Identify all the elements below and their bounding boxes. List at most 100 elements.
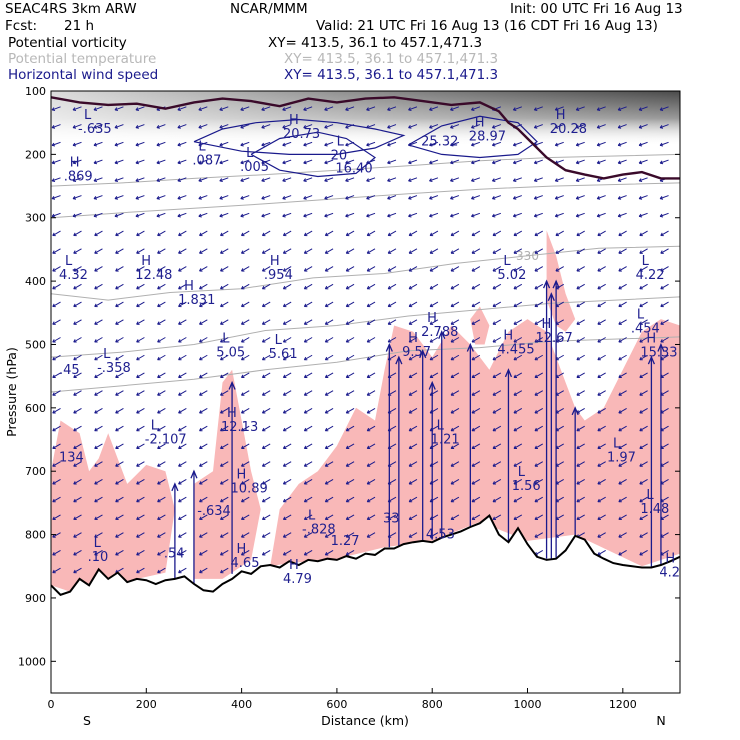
wind-vector-head — [178, 534, 182, 538]
wind-vector-head — [387, 195, 391, 200]
wind-vector-head — [282, 481, 287, 485]
wind-vector — [261, 106, 271, 111]
wind-vector — [262, 425, 271, 432]
wind-vector — [177, 177, 187, 182]
wind-vector-head — [220, 481, 224, 485]
wind-vector — [408, 159, 418, 164]
updraft-arrow-head — [571, 406, 579, 416]
wind-vector-head — [618, 463, 622, 467]
wind-vector-head — [366, 213, 370, 218]
wind-vector-head — [345, 516, 350, 520]
extremum-marker: L — [646, 488, 654, 503]
wind-vector-head — [136, 250, 140, 254]
wind-vector — [241, 514, 250, 520]
wind-vector — [241, 408, 250, 414]
wind-vector-head — [512, 142, 517, 147]
wind-vector-head — [429, 356, 434, 361]
wind-vector-head — [282, 339, 287, 343]
wind-vector — [93, 106, 103, 111]
wind-vector — [408, 124, 418, 129]
wind-vector — [513, 425, 523, 432]
wind-vector-head — [513, 498, 518, 503]
wind-vector — [638, 177, 648, 182]
wind-vector — [199, 230, 208, 236]
wind-vector-head — [576, 321, 580, 325]
wind-vector-head — [94, 445, 98, 450]
wind-vector-head — [387, 250, 392, 254]
wind-vector-head — [387, 339, 392, 343]
wind-vector-head — [617, 213, 622, 218]
wind-vector — [73, 443, 82, 449]
extremum-marker: L — [337, 135, 345, 150]
wind-vector-head — [575, 213, 580, 218]
wind-vector — [492, 141, 502, 146]
wind-vector-head — [261, 268, 266, 272]
wind-vector — [660, 337, 669, 343]
wind-vector-head — [93, 178, 98, 182]
wind-vector — [660, 496, 669, 503]
wind-vector-head — [450, 392, 455, 396]
wind-vector — [492, 212, 502, 217]
wind-vector — [93, 212, 103, 217]
wind-vector — [366, 177, 376, 182]
wind-vector-head — [597, 392, 601, 396]
wind-vector-head — [282, 410, 287, 414]
wind-vector — [366, 212, 376, 217]
theta-contour — [51, 245, 680, 301]
extremum-marker: H — [227, 406, 237, 421]
wind-vector — [94, 514, 103, 520]
wind-vector — [304, 461, 313, 467]
extremum-marker: H — [427, 311, 437, 326]
wind-vector — [429, 532, 439, 538]
wind-vector-head — [639, 374, 643, 379]
extremum-value: 4.32 — [59, 268, 88, 283]
wind-vector — [283, 266, 292, 272]
wind-vector — [576, 443, 585, 449]
wind-vector-head — [618, 285, 622, 290]
wind-vector-head — [178, 569, 182, 574]
wind-vector-head — [52, 410, 56, 414]
wind-vector-head — [94, 463, 98, 467]
wind-vector-head — [240, 321, 245, 325]
wind-vector — [555, 408, 564, 414]
wind-vector — [534, 443, 544, 449]
wind-vector-head — [136, 268, 140, 272]
wind-vector — [346, 390, 355, 396]
wind-vector — [157, 496, 166, 503]
extremum-marker: H — [141, 254, 151, 269]
wind-vector — [618, 479, 627, 485]
wind-vector — [262, 266, 271, 272]
wind-vector-head — [576, 268, 580, 272]
wind-vector — [576, 372, 585, 378]
wind-vector — [659, 159, 669, 164]
extremum-value: 134 — [59, 450, 84, 465]
x-tick-label: 1000 — [514, 698, 542, 711]
wind-vector-head — [303, 392, 308, 396]
wind-vector — [387, 212, 397, 217]
wind-vector — [618, 124, 627, 129]
wind-vector — [346, 354, 355, 361]
extremum-value: .869 — [64, 170, 93, 185]
wind-speed-contour — [250, 131, 377, 178]
wind-vector — [94, 549, 103, 556]
wind-vector — [303, 212, 313, 217]
wind-vector-head — [93, 107, 98, 111]
wind-vector — [73, 461, 82, 467]
wind-vector-head — [408, 481, 413, 485]
wind-vector — [471, 319, 481, 325]
wind-vector-head — [51, 107, 56, 111]
wind-vector — [576, 266, 585, 272]
wind-vector — [157, 514, 166, 520]
wind-vector — [492, 372, 502, 378]
wind-vector — [387, 301, 397, 307]
wind-vector — [94, 266, 103, 272]
wind-vector-head — [303, 303, 308, 308]
theta-contour — [51, 182, 680, 219]
wind-vector-head — [261, 410, 266, 414]
wind-vector — [513, 408, 523, 414]
wind-vector — [429, 159, 439, 164]
wind-vector-head — [94, 516, 98, 520]
wind-vector-head — [597, 516, 601, 520]
wind-vector — [178, 461, 187, 467]
wind-vector-head — [115, 445, 119, 450]
